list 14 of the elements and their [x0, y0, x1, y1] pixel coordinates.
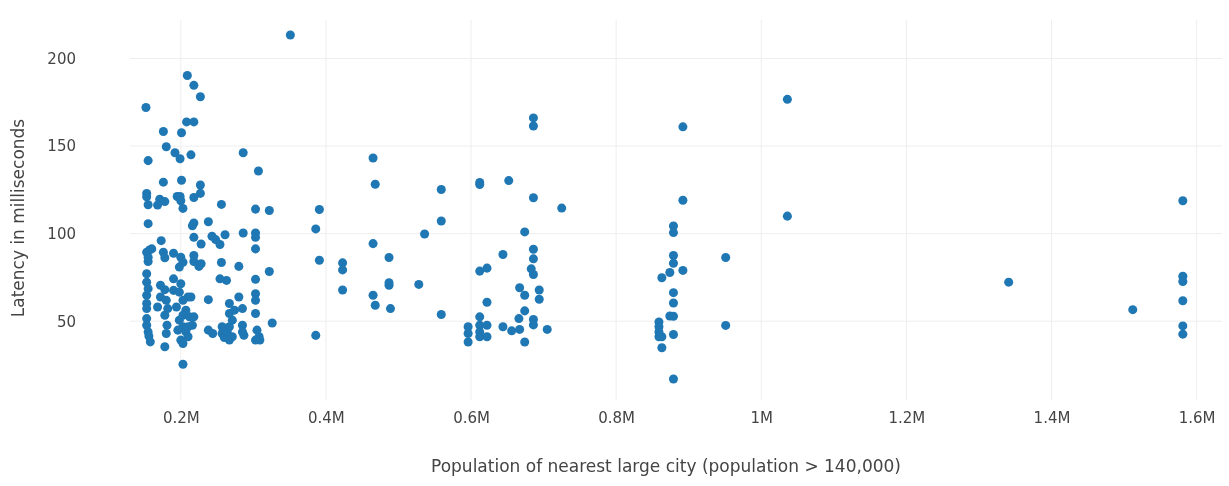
x-tick-label: 0.6M — [453, 408, 490, 427]
y-tick-label: 100 — [47, 224, 76, 243]
x-tick-label: 0.8M — [598, 408, 636, 427]
x-axis-title: Population of nearest large city (population > 140,000) — [431, 456, 901, 476]
x-tick-label: 1.2M — [888, 408, 926, 427]
x-tick-label: 0.4M — [308, 408, 345, 427]
y-tick-label: 200 — [47, 49, 76, 68]
x-tick-label: 1.6M — [1178, 408, 1216, 427]
x-tick-label: 1M — [750, 408, 774, 427]
x-tick-label: 0.2M — [162, 408, 200, 427]
y-axis-title: Latency in milliseconds — [8, 118, 28, 318]
y-tick-label: 50 — [56, 312, 76, 331]
x-tick-label: 1.4M — [1033, 408, 1071, 427]
y-tick-label: 150 — [47, 137, 76, 156]
